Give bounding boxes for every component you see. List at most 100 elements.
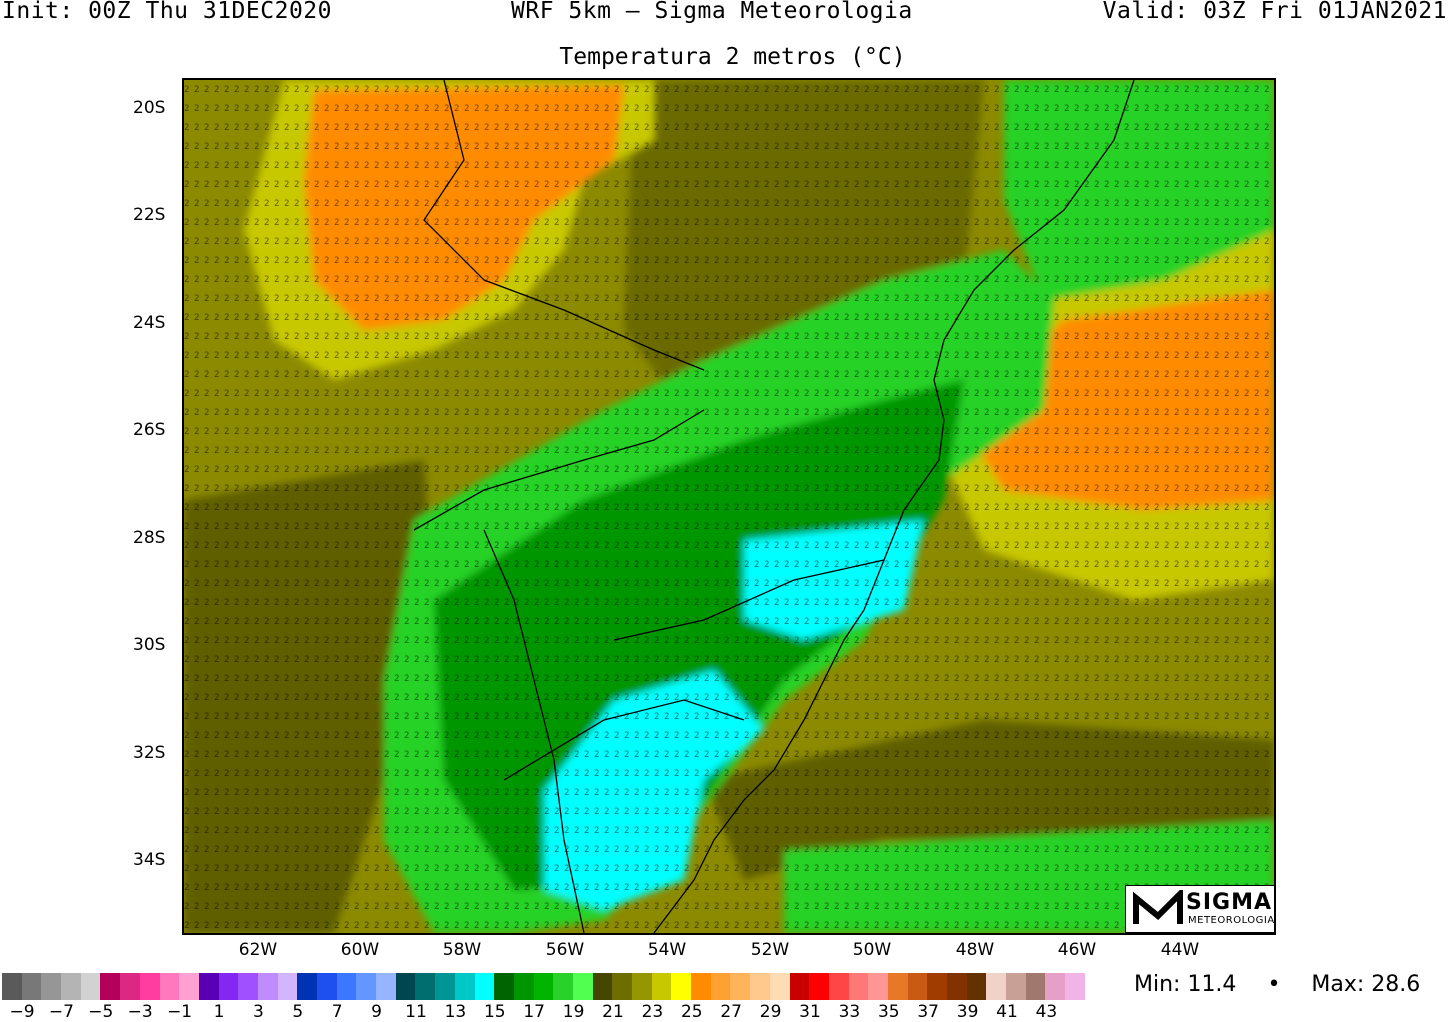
color-swatch [356, 973, 377, 1000]
color-swatch [769, 973, 790, 1000]
color-swatch [41, 973, 62, 1000]
color-swatch [317, 973, 337, 1000]
color-swatch [494, 973, 514, 1000]
color-swatch [947, 973, 967, 1000]
lat-label: 34S [133, 850, 166, 870]
color-swatch [691, 973, 711, 1000]
color-scale-label: 1 [213, 1002, 225, 1022]
color-scale-label: 21 [602, 1002, 624, 1022]
color-swatch [750, 973, 770, 1000]
lon-label: 54W [647, 940, 687, 960]
color-swatch [100, 973, 121, 1000]
color-scale-label: 15 [483, 1002, 506, 1022]
lon-label: 50W [852, 940, 892, 960]
color-swatch [454, 973, 475, 1000]
lat-label: 26S [133, 420, 166, 440]
lat-label: 28S [133, 528, 166, 548]
init-time: Init: 00Z Thu 31DEC2020 [2, 0, 332, 24]
logo-name: SIGMA [1186, 890, 1273, 915]
color-scale-label: 31 [799, 1002, 821, 1022]
color-swatch [966, 973, 987, 1000]
lon-label: 60W [340, 940, 380, 960]
color-swatch [730, 973, 751, 1000]
color-swatch [139, 973, 160, 1000]
color-swatch [986, 973, 1007, 1000]
color-swatch [710, 973, 731, 1000]
color-swatch [572, 973, 593, 1000]
color-scale-label: 13 [444, 1002, 467, 1022]
lon-label: 62W [238, 940, 278, 960]
borders [413, 80, 1135, 933]
min-max-stats: Min: 11.4 • Max: 28.6 [1134, 972, 1420, 997]
color-scale-label: 37 [917, 1002, 940, 1022]
valid-time: Valid: 03Z Fri 01JAN2021 [1102, 0, 1447, 24]
lat-label: 32S [133, 743, 166, 763]
color-swatch [257, 973, 278, 1000]
color-scale-label: 33 [838, 1002, 861, 1022]
model-name: WRF 5km – Sigma Meteorologia [511, 0, 913, 24]
color-swatch [907, 973, 928, 1000]
color-swatch [828, 973, 849, 1000]
logo-subtitle: METEOROLOGIA [1188, 915, 1275, 926]
map-title: Temperatura 2 metros (°C) [559, 44, 906, 70]
color-scale-label: 41 [996, 1002, 1018, 1022]
lat-label: 24S [133, 313, 166, 333]
color-swatch [179, 973, 199, 1000]
color-swatch [415, 973, 436, 1000]
color-swatch [671, 973, 692, 1000]
color-swatch [887, 973, 908, 1000]
color-swatch [395, 973, 416, 1000]
color-swatch [80, 973, 101, 1000]
lon-label: 44W [1160, 940, 1200, 960]
color-swatch [435, 973, 455, 1000]
color-swatch [592, 973, 613, 1000]
color-swatch [868, 973, 888, 1000]
lon-label: 46W [1057, 940, 1097, 960]
sigma-logo: SIGMA METEOROLOGIA [1125, 885, 1275, 933]
color-scale-label: 9 [371, 1002, 383, 1022]
color-scale-label: 5 [292, 1002, 304, 1022]
color-swatch [297, 973, 317, 1000]
color-swatch [533, 973, 554, 1000]
color-scale-label: −9 [9, 1002, 35, 1022]
min-value: Min: 11.4 [1134, 972, 1237, 997]
stats-separator: • [1267, 972, 1281, 997]
lon-label: 52W [750, 940, 790, 960]
lon-label: 58W [442, 940, 482, 960]
color-scale-label: −5 [88, 1002, 114, 1022]
color-swatch [1025, 973, 1046, 1000]
max-value: Max: 28.6 [1311, 972, 1421, 997]
color-swatch [848, 973, 869, 1000]
lat-label: 22S [133, 205, 166, 225]
color-swatch [198, 973, 219, 1000]
color-swatch [1065, 973, 1085, 1000]
color-swatch [809, 973, 829, 1000]
color-swatch [21, 973, 42, 1000]
color-scale [2, 973, 1085, 1000]
color-scale-label: −3 [127, 1002, 153, 1022]
color-scale-label: 17 [523, 1002, 546, 1022]
color-swatch [474, 973, 495, 1000]
sigma-m-icon [1133, 890, 1183, 924]
color-swatch [277, 973, 298, 1000]
color-swatch [218, 973, 239, 1000]
temperature-map: 2 [182, 78, 1276, 935]
color-swatch [553, 973, 573, 1000]
color-swatch [632, 973, 652, 1000]
color-swatch [336, 973, 357, 1000]
color-swatch [238, 973, 258, 1000]
color-scale-label: 23 [641, 1002, 664, 1022]
color-scale-label: 7 [331, 1002, 343, 1022]
color-scale-label: −1 [167, 1002, 193, 1022]
color-swatch [1045, 973, 1066, 1000]
lat-label: 30S [133, 635, 166, 655]
number-overlay [184, 80, 1274, 933]
lon-label: 56W [545, 940, 585, 960]
map-field: 2 [184, 80, 1274, 933]
color-swatch [612, 973, 632, 1000]
color-swatch [2, 973, 22, 1000]
color-scale-label: 19 [562, 1002, 585, 1022]
color-scale-label: 39 [956, 1002, 979, 1022]
lon-label: 48W [955, 940, 995, 960]
color-swatch [159, 973, 180, 1000]
